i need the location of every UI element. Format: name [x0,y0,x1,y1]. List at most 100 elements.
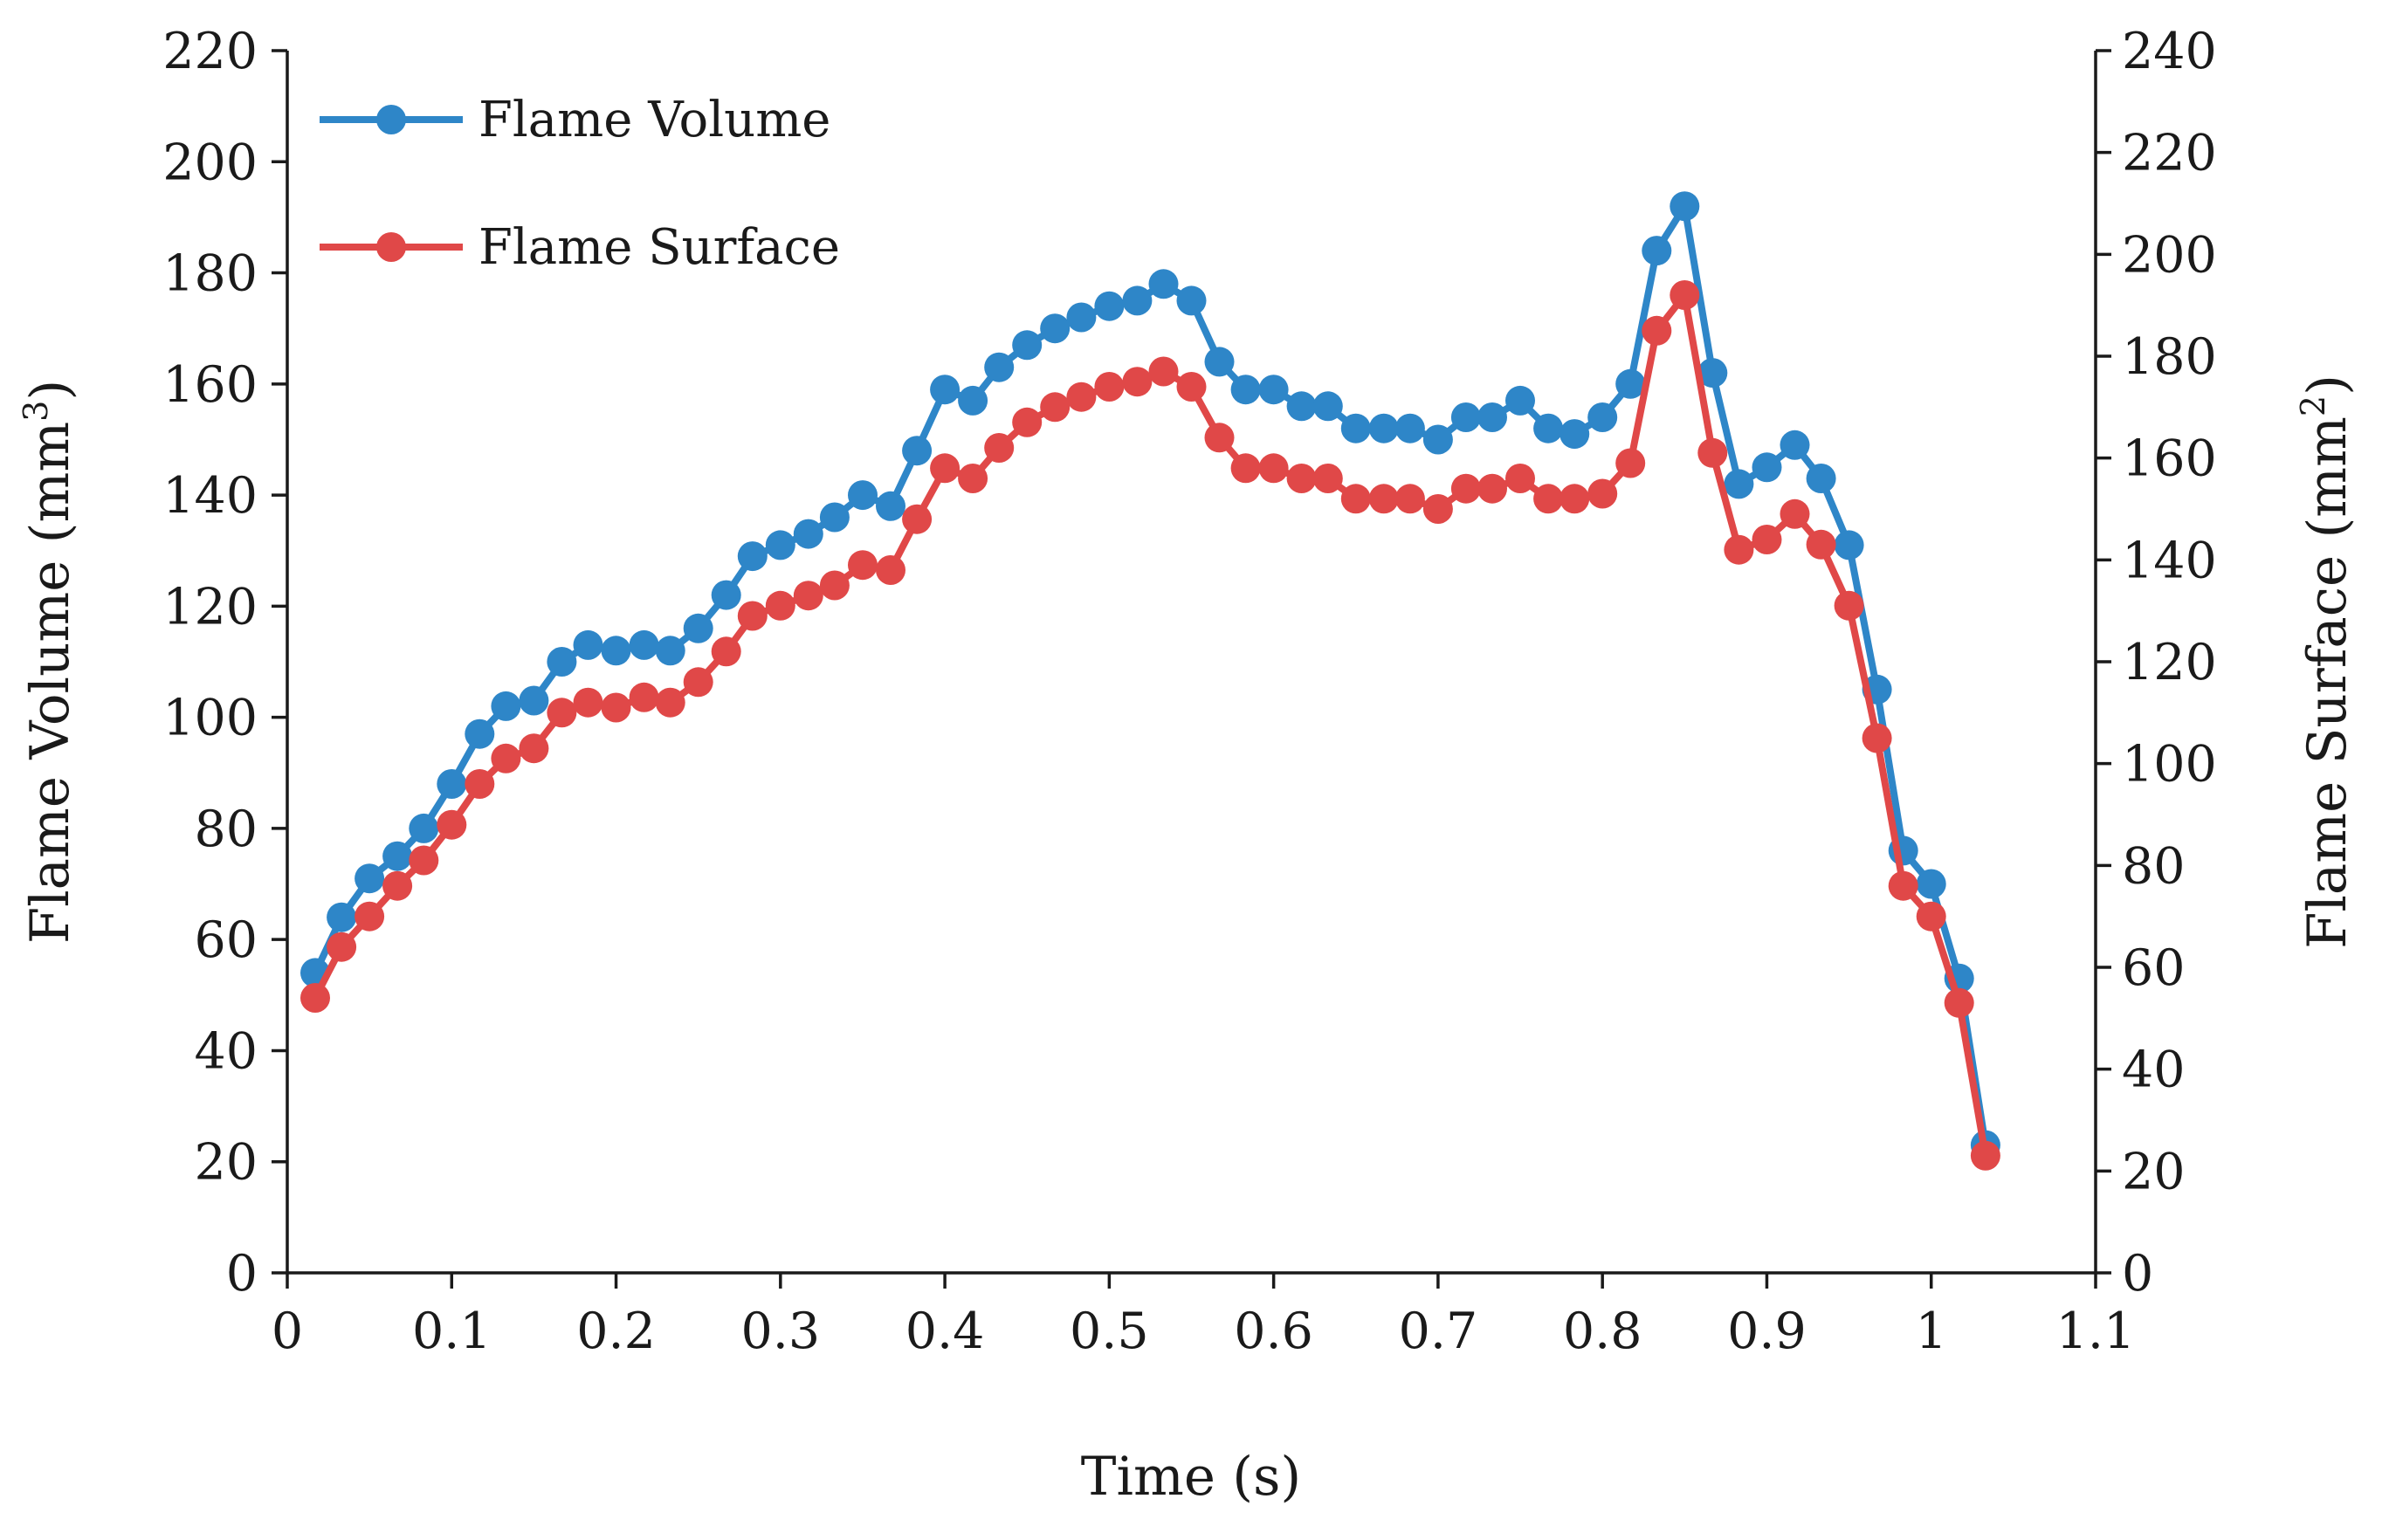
data-point-flame-surface [1230,453,1261,484]
data-point-flame-volume [491,691,521,721]
data-point-flame-surface [601,692,631,723]
data-point-flame-surface [519,733,549,764]
data-point-flame-volume [793,519,823,549]
legend: Flame Volume Flame Surface [320,92,840,276]
y-right-ticks: 0 20 40 60 80 100 120 140 160 180 200 220 240 [2096,23,2217,1303]
data-point-flame-surface [1040,392,1071,423]
x-tick-label-8: 0.8 [1563,1303,1642,1360]
data-point-flame-surface [300,983,330,1013]
data-point-flame-surface [1806,529,1836,560]
legend-item-flame-volume: Flame Volume [320,92,830,148]
y-left-tick-label-2: 40 [194,1022,258,1080]
data-point-flame-surface [819,570,850,601]
data-point-flame-volume [1752,452,1782,483]
data-point-flame-surface [984,433,1015,463]
data-point-flame-volume [876,491,905,521]
data-point-flame-volume [1148,269,1179,299]
data-point-flame-surface [1477,473,1507,504]
data-point-flame-surface [1312,464,1343,493]
x-tick-label-7: 0.7 [1399,1303,1478,1360]
data-point-flame-surface [902,504,933,534]
data-point-flame-volume [655,636,685,666]
data-point-flame-volume [1258,375,1289,405]
data-point-flame-surface [1944,987,1974,1018]
data-point-flame-volume [1230,375,1261,405]
y-left-tick-label-3: 60 [194,911,258,969]
data-point-flame-volume [1204,347,1235,377]
data-point-flame-volume [519,685,549,716]
data-point-flame-surface [491,743,521,773]
data-point-flame-surface [1148,356,1179,387]
data-point-flame-volume [1422,424,1453,455]
x-axis-title: Time (s) [1081,1446,1301,1508]
data-point-flame-volume [573,629,603,660]
y-axis-right-title-text: Flame Surface (mm [2296,416,2358,949]
y-left-tick-label-8: 160 [162,356,258,414]
data-point-flame-volume [1642,236,1672,266]
y-axis-left-title-sup: 3 [17,401,55,422]
data-point-flame-surface [355,901,385,932]
x-tick-label-0: 0 [272,1303,303,1360]
data-point-flame-surface [1340,484,1371,514]
data-point-flame-surface [1670,280,1700,310]
data-point-flame-volume [1806,464,1836,493]
y-right-tick-label-5: 100 [2122,736,2217,794]
data-point-flame-surface [1724,534,1754,565]
data-point-flame-surface [1697,437,1728,468]
data-point-flame-volume [737,541,768,572]
y-right-tick-label-9: 180 [2122,328,2217,386]
y-left-tick-label-6: 120 [162,578,258,636]
data-point-flame-volume [1916,869,1946,899]
data-point-flame-volume [819,502,850,533]
data-point-flame-surface [848,550,878,581]
data-point-flame-volume [984,352,1015,382]
data-point-flame-volume [902,436,933,466]
data-point-flame-volume [601,636,631,666]
y-right-tick-label-3: 60 [2122,939,2186,997]
data-point-flame-surface [1094,372,1125,402]
data-point-flame-volume [1012,330,1043,361]
data-point-flame-volume [1615,368,1646,399]
y-right-tick-label-4: 80 [2122,837,2186,895]
y-left-tick-label-1: 20 [194,1134,258,1192]
y-right-tick-label-7: 140 [2122,532,2217,589]
data-point-flame-volume [1780,430,1810,460]
data-point-flame-volume [465,718,495,749]
data-point-flame-surface [1888,870,1918,901]
data-point-flame-surface [1368,484,1399,514]
data-point-flame-surface [737,601,768,631]
data-point-flame-volume [1094,291,1125,321]
legend-label-flame-volume: Flame Volume [479,92,830,148]
y-axis-left-title-text: Flame Volume (mm [19,422,81,944]
data-point-flame-surface [1780,498,1810,529]
data-point-flame-volume [1450,402,1481,432]
x-tick-label-4: 0.4 [905,1303,985,1360]
data-point-flame-surface [1615,448,1646,478]
y-axis-right-title-suffix: ) [2296,375,2358,395]
y-left-tick-label-5: 100 [162,690,258,747]
data-point-flame-volume [711,580,741,610]
data-point-flame-volume [765,530,795,560]
data-point-flame-surface [1122,367,1153,397]
data-point-flame-surface [629,682,659,712]
data-point-flame-surface [465,769,495,799]
y-axis-right-title: Flame Surface (mm2) [2294,375,2358,949]
data-point-flame-surface [437,809,467,840]
data-point-flame-volume [1670,191,1700,222]
y-right-tick-label-6: 120 [2122,634,2217,691]
data-point-flame-surface [1176,372,1207,402]
x-tick-label-6: 0.6 [1234,1303,1313,1360]
data-point-flame-volume [1368,413,1399,443]
data-point-flame-surface [655,687,685,718]
x-ticks: 0 0.1 0.2 0.3 0.4 0.5 0.6 0.7 0.8 0.9 1 1.1 [272,1273,2135,1360]
series-flame-volume [300,191,2000,1160]
data-point-flame-surface [1642,315,1672,346]
data-point-flame-volume [1477,402,1507,432]
y-left-tick-label-7: 140 [162,467,258,525]
data-point-flame-volume [1040,313,1071,344]
data-point-flame-volume [1697,358,1728,388]
y-right-tick-label-10: 200 [2122,226,2217,284]
data-point-flame-volume [1122,285,1153,316]
data-point-flame-surface [1012,407,1043,437]
